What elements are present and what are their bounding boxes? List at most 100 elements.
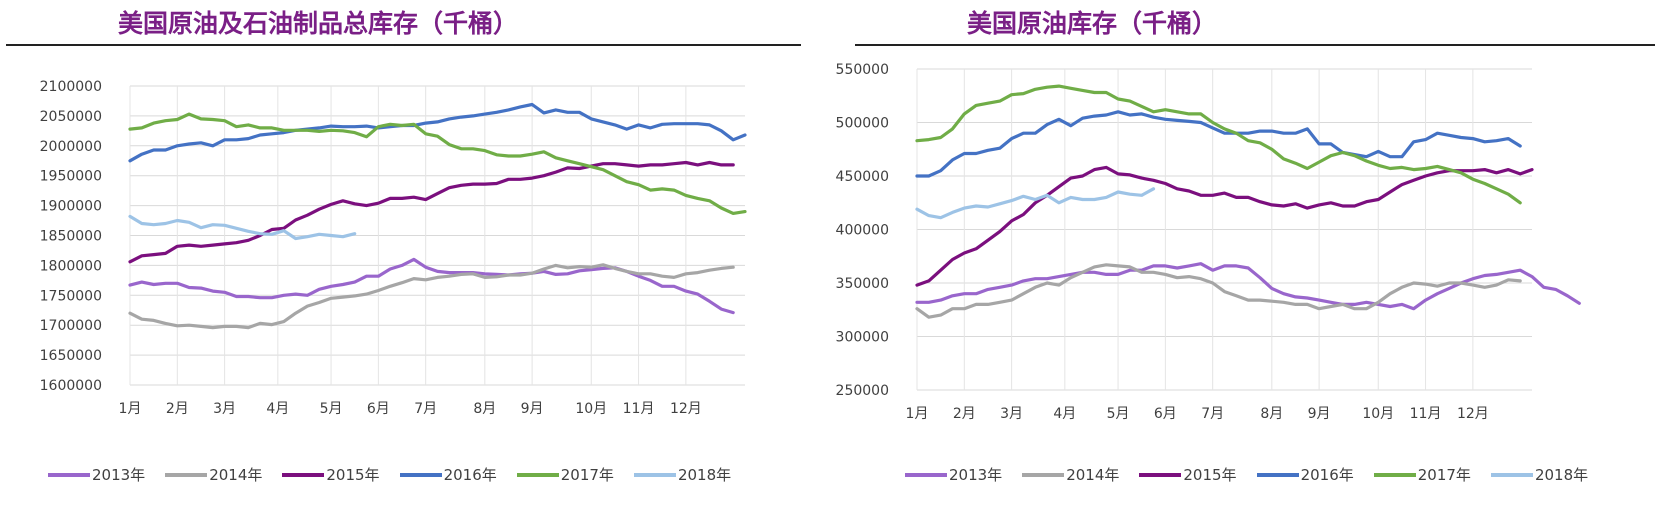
legend-item: 2015年 [282, 464, 380, 485]
series-line-2017年 [915, 84, 1522, 205]
y-tick-label: 500000 [836, 116, 889, 132]
y-tick-label: 1800000 [40, 258, 102, 274]
chart-title: 美国原油库存（千桶） [967, 9, 1218, 38]
legend-label: 2015年 [326, 466, 380, 484]
x-tick-label: 9月 [521, 401, 544, 417]
x-tick-label: 2月 [166, 401, 189, 417]
legend-label: 2018年 [677, 466, 732, 484]
y-tick-label: 250000 [836, 383, 889, 399]
legend-swatch [1373, 472, 1416, 477]
legend-swatch [48, 472, 90, 477]
x-tick-label: 7月 [414, 401, 437, 417]
chart-legend: 2013年 2014年 2015年 2016年 2017年 2018年 [48, 464, 751, 485]
y-tick-label: 350000 [836, 276, 889, 292]
series-line-2014年 [128, 263, 735, 330]
x-tick-label: 10月 [1362, 406, 1394, 422]
x-tick-label: 8月 [1260, 406, 1283, 422]
y-tick-label: 1900000 [40, 199, 102, 215]
legend-label: 2015年 [1183, 466, 1237, 484]
legend-item: 2013年 [905, 464, 1002, 485]
legend-item: 2014年 [1022, 464, 1119, 485]
legend-swatch [399, 472, 442, 477]
x-tick-label: 12月 [670, 401, 702, 417]
series-line-2013年 [128, 257, 735, 315]
series-line-2015年 [128, 160, 735, 264]
y-tick-label: 1850000 [40, 229, 102, 245]
series-line-2018年 [915, 187, 1156, 220]
legend-swatch [1022, 472, 1065, 477]
legend-swatch [516, 472, 559, 477]
legend-label: 2017年 [1417, 466, 1471, 484]
legend-swatch [905, 472, 947, 477]
legend-item: 2018年 [1490, 464, 1589, 485]
y-tick-label: 1650000 [40, 348, 102, 364]
chart-legend: 2013年 2014年 2015年 2016年 2017年 2018年 [905, 464, 1608, 485]
x-tick-label: 5月 [320, 401, 343, 417]
legend-label: 2018年 [1534, 466, 1589, 484]
series-line-2016年 [128, 102, 747, 163]
x-tick-label: 11月 [623, 401, 655, 417]
series-line-2018年 [128, 214, 357, 241]
series-line-2016年 [915, 110, 1522, 178]
legend-item: 2017年 [516, 464, 614, 485]
x-tick-label: 2月 [953, 406, 976, 422]
y-tick-label: 2050000 [40, 109, 102, 125]
y-tick-label: 1750000 [40, 288, 102, 304]
legend-swatch [1490, 472, 1533, 477]
title-underline [6, 44, 801, 46]
series-line-2015年 [915, 165, 1534, 287]
chart-plot-area: 1600000 1650000 1700000 1750000 1800000 18500… [40, 79, 747, 417]
x-tick-label: 10月 [575, 401, 607, 417]
title-underline [855, 44, 1655, 46]
x-tick-label: 7月 [1201, 406, 1224, 422]
y-tick-label: 1950000 [40, 169, 102, 185]
y-tick-label: 450000 [836, 169, 889, 185]
legend-swatch [165, 472, 208, 477]
x-tick-label: 8月 [473, 401, 496, 417]
series-line-2017年 [128, 112, 747, 215]
legend-item: 2014年 [165, 464, 262, 485]
legend-label: 2013年 [92, 466, 146, 484]
legend-label: 2016年 [443, 466, 497, 484]
series-line-2014年 [915, 263, 1522, 319]
legend-item: 2015年 [1139, 464, 1237, 485]
y-tick-label: 2100000 [40, 79, 102, 95]
x-tick-label: 3月 [213, 401, 236, 417]
y-tick-label: 1700000 [40, 318, 102, 334]
y-tick-label: 400000 [836, 223, 889, 239]
series-line-2013年 [915, 262, 1581, 311]
legend-label: 2014年 [209, 466, 263, 484]
left-chart-panel: 美国原油及石油制品总库存（千桶） 1600000 1650000 1700000 17… [0, 0, 820, 506]
y-tick-label: 300000 [836, 330, 889, 346]
x-tick-label: 5月 [1107, 406, 1130, 422]
legend-label: 2017年 [560, 466, 614, 484]
right-chart-panel: 美国原油库存（千桶） 250000 300000 350000 400000 45000… [836, 0, 1672, 506]
y-tick-label: 1600000 [40, 378, 102, 394]
legend-swatch [282, 472, 325, 477]
x-tick-label: 1月 [119, 401, 142, 417]
x-tick-label: 11月 [1410, 406, 1442, 422]
x-tick-label: 1月 [906, 406, 929, 422]
x-tick-label: 4月 [266, 401, 289, 417]
legend-item: 2018年 [633, 464, 732, 485]
legend-item: 2016年 [1256, 464, 1354, 485]
legend-swatch [1139, 472, 1182, 477]
x-tick-label: 12月 [1457, 406, 1489, 422]
legend-label: 2013年 [949, 466, 1003, 484]
legend-item: 2017年 [1373, 464, 1471, 485]
x-tick-label: 6月 [367, 401, 390, 417]
y-tick-label: 2000000 [40, 139, 102, 155]
x-tick-label: 4月 [1053, 406, 1076, 422]
x-tick-label: 9月 [1308, 406, 1331, 422]
y-tick-label: 550000 [836, 62, 889, 78]
legend-item: 2013年 [48, 464, 145, 485]
chart-plot-area: 250000 300000 350000 400000 450000 500000 5500… [836, 62, 1581, 422]
legend-label: 2016年 [1300, 466, 1354, 484]
legend-swatch [633, 472, 676, 477]
x-tick-label: 6月 [1154, 406, 1177, 422]
x-tick-label: 3月 [1000, 406, 1023, 422]
legend-item: 2016年 [399, 464, 497, 485]
legend-swatch [1256, 472, 1299, 477]
legend-label: 2014年 [1066, 466, 1120, 484]
chart-title: 美国原油及石油制品总库存（千桶） [118, 9, 519, 38]
